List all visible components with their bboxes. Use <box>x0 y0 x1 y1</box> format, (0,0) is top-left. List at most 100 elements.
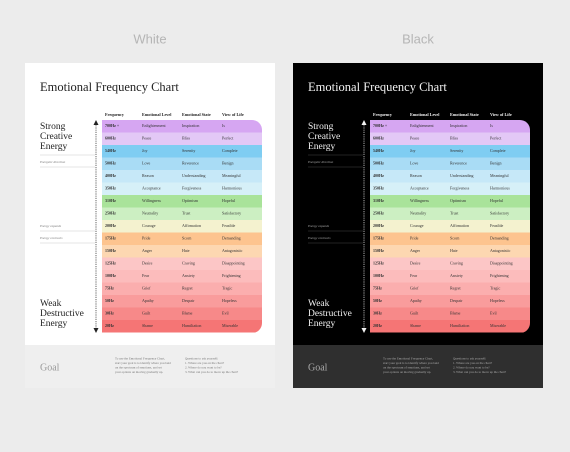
cell: Anxiety <box>182 273 195 278</box>
table: 700Hz + Enlightenment Inspiration Is 600Hz Pe… <box>102 120 262 333</box>
cell: Guilt <box>142 311 151 316</box>
cell: Miserable <box>490 323 506 328</box>
column-header: Emotional Level <box>410 112 440 117</box>
row-band <box>370 157 530 170</box>
cell: Demanding <box>490 236 509 241</box>
frequency: 700Hz + <box>105 123 120 128</box>
instructions: on the spectrum of emotions, and set <box>115 366 162 371</box>
cell: Humiliation <box>450 323 469 328</box>
cell: Antagonistic <box>490 248 511 253</box>
column-header: Emotional Level <box>142 112 172 117</box>
frequency: 500Hz <box>373 161 384 166</box>
cell: Joy <box>410 148 416 153</box>
cell: Pride <box>142 236 151 241</box>
card: Emotional Frequency Chart Frequency Emotio… <box>25 63 275 388</box>
top-label: Energy <box>40 142 68 152</box>
cell: Affirmation <box>450 223 469 228</box>
questions: 3. What can you do to move up the chart? <box>185 370 239 374</box>
cell: Bliss <box>182 136 190 141</box>
row-band <box>102 245 262 258</box>
top-label: Creative <box>308 132 340 142</box>
row-band <box>370 295 530 308</box>
cell: Humiliation <box>182 323 201 328</box>
cell: Frightening <box>490 273 509 278</box>
instructions: start your goal is to identify where you… <box>383 361 439 365</box>
cell: Satisfactory <box>490 211 509 216</box>
cell: Anger <box>142 248 153 253</box>
row-band <box>370 307 530 320</box>
cell: Hopeful <box>222 198 236 203</box>
cell: Joy <box>142 148 148 153</box>
instructions: To use the Emotional Frequency Chart, <box>383 357 433 362</box>
cell: Harmonious <box>222 186 242 191</box>
frequency: 540Hz <box>105 148 116 153</box>
cell: Perfect <box>490 136 502 141</box>
cell: Acceptance <box>142 186 161 191</box>
cell: Peace <box>142 136 152 141</box>
cell: Neutrality <box>142 211 158 216</box>
cell: Peace <box>410 136 420 141</box>
cell: Hate <box>182 248 190 253</box>
card: Emotional Frequency Chart Frequency Emotio… <box>293 63 543 388</box>
cell: Meaningful <box>222 173 242 178</box>
cell: Tragic <box>222 286 233 291</box>
frequency: 30Hz <box>105 311 114 316</box>
note: Energy contracts <box>39 236 63 240</box>
row-band <box>370 220 530 233</box>
row-band <box>370 145 530 158</box>
bottom-label: Destructive <box>40 309 84 319</box>
frequency: 75Hz <box>105 286 114 291</box>
questions: 1. Where are you on the chart? <box>185 361 225 365</box>
frequency: 600Hz <box>105 136 116 141</box>
top-label: Energy <box>308 142 336 152</box>
frequency: 310Hz <box>373 198 384 203</box>
column-header: Emotional State <box>450 112 479 117</box>
cell: Hopeless <box>222 298 237 303</box>
cell: Understanding <box>182 173 206 178</box>
row-band <box>370 270 530 283</box>
goal-heading: Goal <box>40 362 60 373</box>
cell: Blame <box>450 311 461 316</box>
arrow-head <box>361 328 367 333</box>
top-label: Strong <box>308 122 334 132</box>
cell: Hopeless <box>490 298 505 303</box>
cell: Neutrality <box>410 211 426 216</box>
frequency: 700Hz + <box>373 123 388 128</box>
cell: Serenity <box>182 148 195 153</box>
cell: Craving <box>450 261 463 266</box>
row-band <box>102 132 262 145</box>
cell: Complete <box>490 148 506 153</box>
footer <box>25 345 275 388</box>
instructions: your options on moving gradually up. <box>115 370 163 374</box>
frequency: 400Hz <box>105 173 116 178</box>
cell: Reason <box>410 173 422 178</box>
instructions: To use the Emotional Frequency Chart, <box>115 357 165 362</box>
frequency: 200Hz <box>105 223 116 228</box>
row-band <box>370 320 530 333</box>
row-band <box>370 282 530 295</box>
cell: Grief <box>142 286 151 291</box>
row-band <box>102 282 262 295</box>
cell: Benign <box>490 161 502 166</box>
questions: 3. What can you do to move up the chart? <box>453 370 507 374</box>
frequency: 50Hz <box>105 298 114 303</box>
cell: Shame <box>142 323 153 328</box>
frequency: 125Hz <box>105 261 116 266</box>
top-label: Strong <box>40 122 66 132</box>
cell: Fear <box>410 273 418 278</box>
cell: Evil <box>490 311 498 316</box>
cell: Is <box>490 123 493 128</box>
frequency: 150Hz <box>373 248 384 253</box>
column-header: View of Life <box>490 112 512 117</box>
cell: Fear <box>142 273 150 278</box>
row-band <box>102 232 262 245</box>
row-band <box>102 307 262 320</box>
frequency: 350Hz <box>105 186 116 191</box>
cell: Trust <box>450 211 459 216</box>
frequency: 30Hz <box>373 311 382 316</box>
cell: Benign <box>222 161 234 166</box>
cell: Satisfactory <box>222 211 241 216</box>
row-band <box>102 145 262 158</box>
frequency: 175Hz <box>373 236 384 241</box>
column-header: Emotional State <box>182 112 211 117</box>
